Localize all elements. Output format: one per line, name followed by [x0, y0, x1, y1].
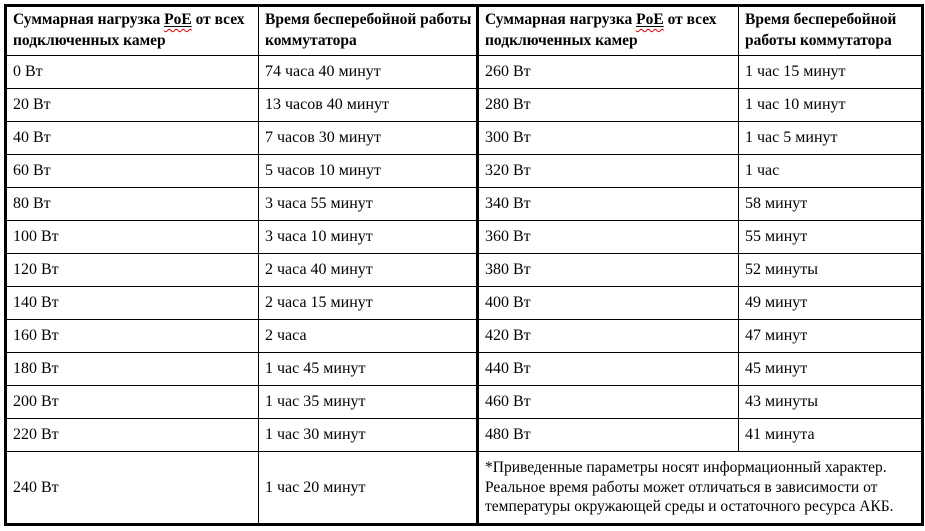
time-cell-right: 55 минут [738, 220, 923, 254]
time-cell-left: 13 часов 40 минут [258, 88, 479, 122]
table-row: 120 Вт 2 часа 40 минут 380 Вт 52 минуты [5, 253, 923, 287]
table-row: 40 Вт 7 часов 30 минут 300 Вт 1 час 5 ми… [5, 121, 923, 155]
header-load-prefix: Суммарная нагрузка [13, 11, 165, 29]
load-cell-left: 240 Вт [5, 451, 259, 525]
table-row: 160 Вт 2 часа 420 Вт 47 минут [5, 319, 923, 353]
load-cell-right: 420 Вт [476, 319, 739, 353]
load-cell-left: 120 Вт [5, 253, 259, 287]
time-cell-right: 49 минут [738, 286, 923, 320]
header-load-prefix: Суммарная нагрузка [485, 11, 637, 29]
load-cell-right: 340 Вт [476, 187, 739, 221]
time-cell-left: 1 час 45 минут [258, 352, 479, 386]
load-cell-right: 360 Вт [476, 220, 739, 254]
footnote-cell: *Приведенные параметры носят информацион… [476, 451, 923, 525]
time-cell-left: 2 часа 15 минут [258, 286, 479, 320]
load-cell-right: 400 Вт [476, 286, 739, 320]
time-cell-right: 1 час 15 минут [738, 55, 923, 89]
poe-term: PoE [636, 11, 664, 28]
load-cell-left: 60 Вт [5, 154, 259, 188]
time-cell-left: 5 часов 10 минут [258, 154, 479, 188]
load-cell-left: 40 Вт [5, 121, 259, 155]
table-row: 100 Вт 3 часа 10 минут 360 Вт 55 минут [5, 220, 923, 254]
header-uptime-right: Время бесперебойной работы коммутатора [738, 5, 923, 56]
time-cell-left: 1 час 20 минут [258, 451, 479, 525]
load-cell-left: 180 Вт [5, 352, 259, 386]
table-row: 80 Вт 3 часа 55 минут 340 Вт 58 минут [5, 187, 923, 221]
load-cell-right: 460 Вт [476, 385, 739, 419]
header-load-right: Суммарная нагрузка PoE от всех подключен… [476, 5, 739, 56]
time-cell-left: 2 часа 40 минут [258, 253, 479, 287]
header-uptime-left: Время бесперебойной работы коммутатора [258, 5, 479, 56]
load-cell-left: 140 Вт [5, 286, 259, 320]
time-cell-left: 7 часов 30 минут [258, 121, 479, 155]
table-row: 0 Вт 74 часа 40 минут 260 Вт 1 час 15 ми… [5, 55, 923, 89]
poe-term: PoE [164, 11, 192, 28]
load-cell-left: 200 Вт [5, 385, 259, 419]
time-cell-right: 58 минут [738, 187, 923, 221]
load-cell-left: 0 Вт [5, 55, 259, 89]
time-cell-left: 1 час 30 минут [258, 418, 479, 452]
table-row: 180 Вт 1 час 45 минут 440 Вт 45 минут [5, 352, 923, 386]
time-cell-left: 2 часа [258, 319, 479, 353]
table-header: Суммарная нагрузка PoE от всех подключен… [5, 5, 923, 56]
last-table-row: 240 Вт 1 час 20 минут *Приведенные парам… [5, 451, 923, 525]
header-load-suffix: от всех подключенных камер [13, 11, 245, 49]
time-cell-right: 1 час 5 минут [738, 121, 923, 155]
load-cell-left: 100 Вт [5, 220, 259, 254]
time-cell-right: 43 минуты [738, 385, 923, 419]
table-row: 200 Вт 1 час 35 минут 460 Вт 43 минуты [5, 385, 923, 419]
load-cell-left: 160 Вт [5, 319, 259, 353]
time-cell-right: 41 минута [738, 418, 923, 452]
load-cell-left: 80 Вт [5, 187, 259, 221]
time-cell-right: 1 час 10 минут [738, 88, 923, 122]
time-cell-right: 1 час [738, 154, 923, 188]
poe-uptime-table: Суммарная нагрузка PoE от всех подключен… [4, 4, 924, 526]
header-load-left: Суммарная нагрузка PoE от всех подключен… [5, 5, 259, 56]
time-cell-right: 47 минут [738, 319, 923, 353]
time-cell-left: 74 часа 40 минут [258, 55, 479, 89]
load-cell-right: 380 Вт [476, 253, 739, 287]
load-cell-left: 20 Вт [5, 88, 259, 122]
load-cell-right: 440 Вт [476, 352, 739, 386]
load-cell-right: 480 Вт [476, 418, 739, 452]
poe-spellcheck-squiggle: PoE [636, 11, 664, 29]
time-cell-right: 45 минут [738, 352, 923, 386]
load-cell-left: 220 Вт [5, 418, 259, 452]
header-row: Суммарная нагрузка PoE от всех подключен… [5, 5, 923, 56]
table-row: 220 Вт 1 час 30 минут 480 Вт 41 минута [5, 418, 923, 452]
time-cell-right: 52 минуты [738, 253, 923, 287]
time-cell-left: 3 часа 10 минут [258, 220, 479, 254]
load-cell-right: 300 Вт [476, 121, 739, 155]
load-cell-right: 260 Вт [476, 55, 739, 89]
table-row: 140 Вт 2 часа 15 минут 400 Вт 49 минут [5, 286, 923, 320]
time-cell-left: 3 часа 55 минут [258, 187, 479, 221]
table-row: 20 Вт 13 часов 40 минут 280 Вт 1 час 10 … [5, 88, 923, 122]
load-cell-right: 320 Вт [476, 154, 739, 188]
header-load-suffix: от всех подключенных камер [485, 11, 717, 49]
poe-spellcheck-squiggle: PoE [164, 11, 192, 29]
table-footer-group: 240 Вт 1 час 20 минут *Приведенные парам… [5, 451, 923, 525]
time-cell-left: 1 час 35 минут [258, 385, 479, 419]
table-body: 0 Вт 74 часа 40 минут 260 Вт 1 час 15 ми… [5, 55, 923, 452]
table-row: 60 Вт 5 часов 10 минут 320 Вт 1 час [5, 154, 923, 188]
load-cell-right: 280 Вт [476, 88, 739, 122]
